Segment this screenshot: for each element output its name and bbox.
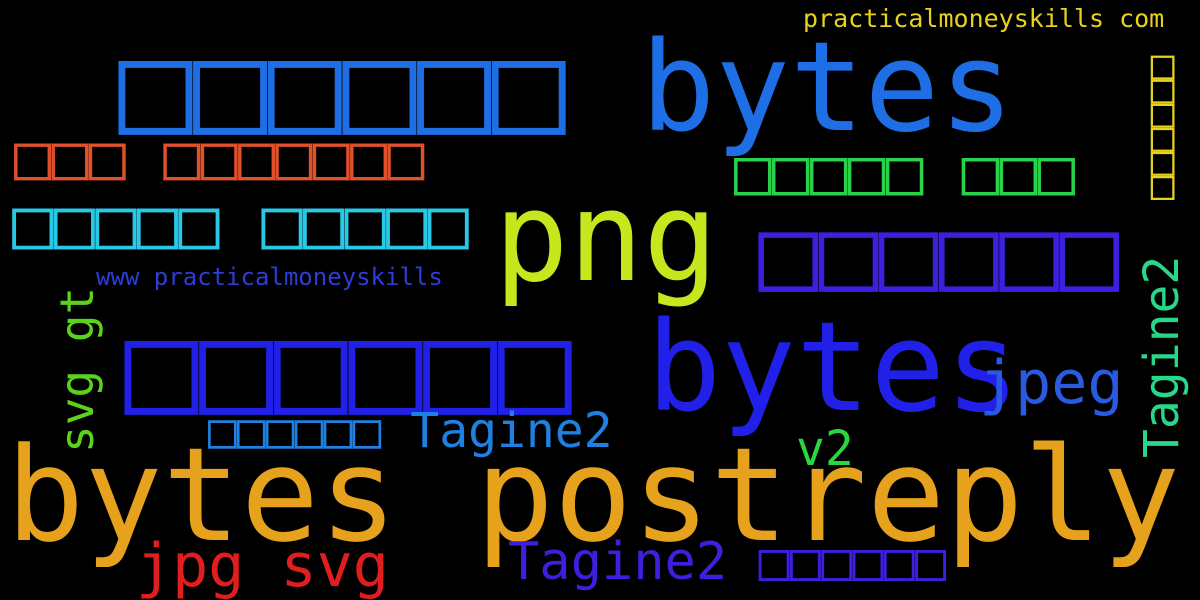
word-practicalmoneyskills-com: practicalmoneyskills com: [803, 4, 1165, 33]
word-vertical-tofu: □□□□□□: [1137, 55, 1183, 201]
word-png: png: [494, 166, 718, 310]
word-tagine2-tofu: Tagine2 □□□□□□: [508, 532, 947, 592]
word-green-tofu-phrase: □□□□□ □□□: [734, 135, 1076, 208]
word-cyan-tofu-phrase: □□□□□ □□□□□: [12, 184, 469, 264]
word-jpg-svg: jpg svg: [136, 531, 389, 600]
word-jpeg: jpeg: [979, 348, 1124, 418]
word-tofu-tagine2: □□□□□□ Tagine2: [208, 403, 613, 459]
word-red-tofu-phrase: □□□ □□□□□□□: [14, 120, 425, 193]
word-purple-tofu-right: □□□□□□: [758, 195, 1120, 312]
word-bytes-postreply: bytes postreply: [6, 419, 1180, 571]
word-bytes-top: □□□□□□ bytes: [118, 16, 1014, 160]
word-www-practicalmoneyskills: www practicalmoneyskills: [96, 263, 443, 291]
word-bytes-middle: □□□□□□ bytes: [124, 296, 1020, 440]
word-v2: v2: [796, 421, 854, 477]
